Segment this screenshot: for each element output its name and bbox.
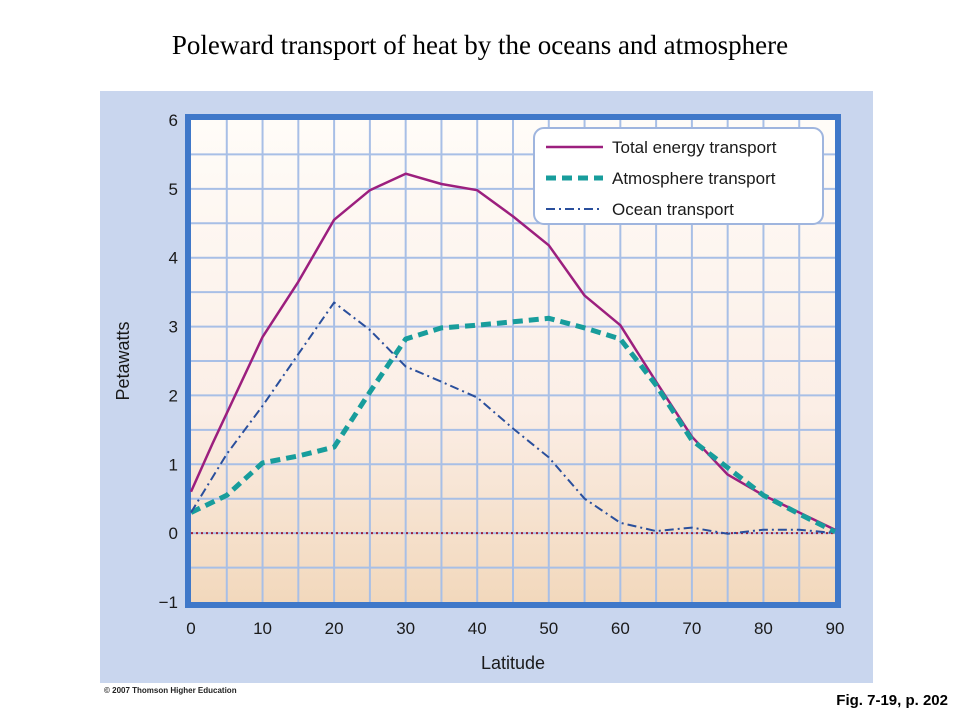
legend-label-ocean: Ocean transport — [612, 200, 734, 219]
x-tick-label: 0 — [186, 619, 195, 638]
x-tick-label: 70 — [682, 619, 701, 638]
series-line-atmosphere — [189, 315, 837, 535]
series-line-ocean — [190, 301, 836, 535]
copyright-notice: © 2007 Thomson Higher Education — [104, 686, 237, 695]
heat-transport-chart: 0 10 20 30 40 50 60 70 80 90 −1 0 1 2 3 4 5 6 Latitude Pe… — [113, 111, 845, 673]
series-line-total — [189, 172, 836, 531]
x-tick-label: 50 — [539, 619, 558, 638]
tick-labels: 0 10 20 30 40 50 60 70 80 90 −1 0 1 2 3 4 5 6 — [159, 111, 845, 638]
y-tick-label: 3 — [169, 318, 178, 337]
figure-caption: Fig. 7-19, p. 202 — [836, 692, 948, 709]
legend-box — [533, 127, 824, 225]
y-tick-label: 0 — [169, 524, 178, 543]
x-axis-label: Latitude — [481, 653, 545, 673]
y-tick-label: 2 — [169, 386, 178, 405]
x-tick-label: 40 — [468, 619, 487, 638]
x-tick-label: 20 — [325, 619, 344, 638]
x-tick-label: 90 — [826, 619, 845, 638]
y-tick-label: 1 — [169, 455, 178, 474]
x-tick-label: 30 — [396, 619, 415, 638]
y-tick-label: −1 — [159, 593, 178, 612]
legend-label-atmosphere: Atmosphere transport — [612, 169, 776, 188]
figure-panel: 0 10 20 30 40 50 60 70 80 90 −1 0 1 2 3 4 5 6 Latitude Pe… — [100, 91, 873, 683]
x-tick-label: 10 — [253, 619, 272, 638]
legend-label-total: Total energy transport — [612, 138, 777, 157]
x-tick-label: 60 — [611, 619, 630, 638]
y-tick-label: 6 — [169, 111, 178, 130]
series-lines — [189, 172, 837, 535]
y-tick-label: 5 — [169, 180, 178, 199]
x-tick-label: 80 — [754, 619, 773, 638]
y-axis-label: Petawatts — [113, 321, 133, 400]
legend: Total energy transport Atmosphere transp… — [533, 127, 824, 225]
y-tick-label: 4 — [169, 249, 178, 268]
slide-title: Poleward transport of heat by the oceans… — [171, 30, 789, 60]
